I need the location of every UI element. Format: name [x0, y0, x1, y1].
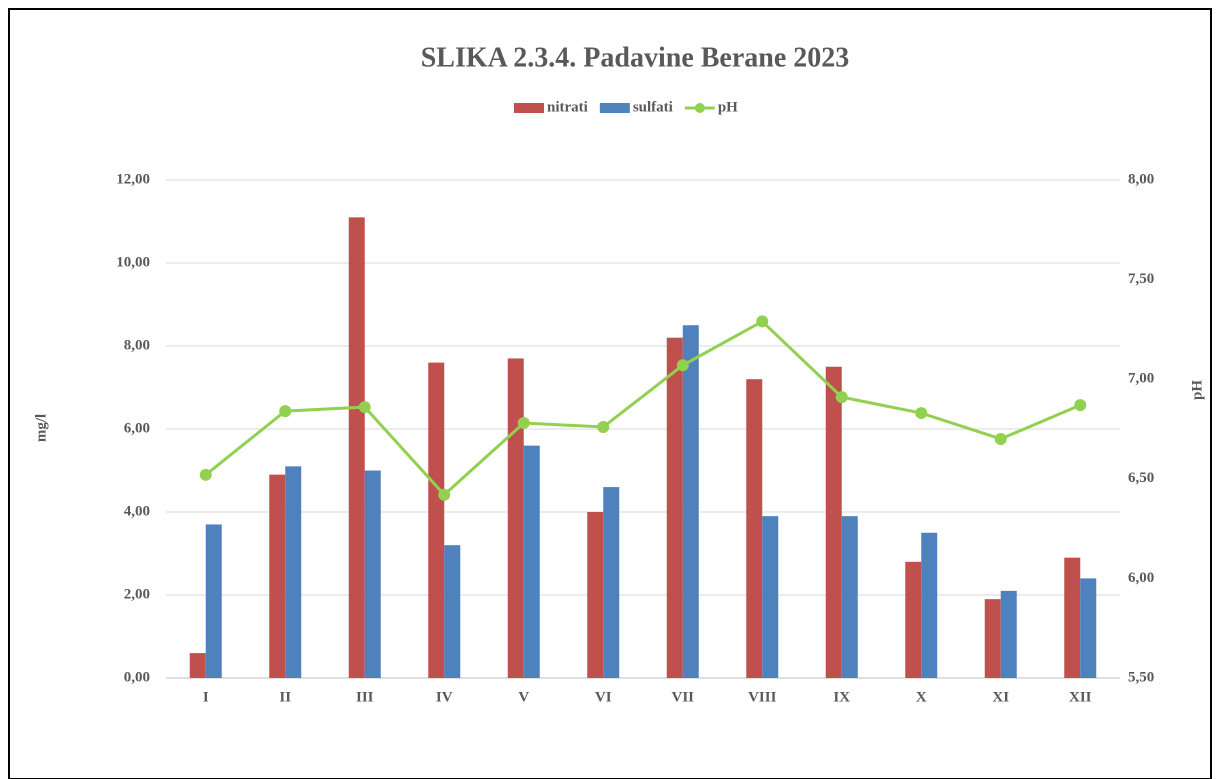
- x-tick-label: I: [203, 689, 209, 705]
- x-tick-label: VII: [671, 689, 694, 705]
- y-tick-label: 2,00: [124, 586, 150, 602]
- line-point: [438, 488, 451, 501]
- y2-tick-label: 7,50: [1128, 271, 1154, 287]
- bar: [1000, 590, 1017, 678]
- y-tick-label: 8,00: [124, 337, 150, 353]
- y2-tick-label: 7,00: [1128, 371, 1154, 387]
- line-point: [676, 359, 689, 372]
- x-tick-label: III: [356, 689, 374, 705]
- y2-tick-label: 6,50: [1128, 470, 1154, 486]
- line-point: [915, 407, 928, 420]
- bar: [603, 487, 620, 678]
- x-tick-label: V: [518, 689, 529, 705]
- y-tick-label: 12,00: [116, 171, 150, 187]
- x-tick-label: II: [279, 689, 291, 705]
- legend-swatch: [694, 103, 705, 113]
- bar: [205, 524, 222, 678]
- bar: [523, 445, 540, 678]
- line: [204, 319, 1081, 497]
- line-point: [994, 432, 1007, 445]
- bar: [666, 337, 683, 678]
- x-tick-label: VIII: [748, 689, 777, 705]
- y-tick-label: 0,00: [124, 669, 150, 685]
- bar: [1080, 578, 1097, 678]
- x-tick-label: XII: [1069, 689, 1092, 705]
- legend-swatch: [599, 103, 630, 113]
- line-point: [517, 417, 530, 430]
- bar: [364, 470, 381, 678]
- legend-label: sulfati: [633, 99, 673, 115]
- bar: [984, 599, 1001, 678]
- bar: [762, 516, 779, 678]
- line-point: [597, 421, 610, 434]
- bar: [587, 512, 604, 678]
- line-point: [1074, 399, 1087, 412]
- bar: [348, 217, 365, 678]
- bar: [746, 379, 763, 678]
- bar: [825, 366, 842, 678]
- legend-label: pH: [718, 99, 738, 115]
- line-point: [756, 315, 769, 328]
- y2-tick-label: 8,00: [1128, 171, 1154, 187]
- line-point: [279, 405, 292, 418]
- line-point: [358, 401, 371, 414]
- y-tick-label: 4,00: [124, 503, 150, 519]
- bar: [1064, 557, 1081, 678]
- x-tick-label: VI: [595, 689, 612, 705]
- bar: [189, 653, 206, 678]
- chart-title: SLIKA 2.3.4. Padavine Berane 2023: [421, 42, 850, 73]
- y-tick-label: 10,00: [116, 254, 150, 270]
- y-axis-label: mg/l: [33, 414, 49, 442]
- y2-tick-label: 6,00: [1128, 570, 1154, 586]
- x-tick-label: IV: [436, 689, 453, 705]
- bar: [269, 474, 286, 678]
- legend-swatch: [514, 103, 544, 113]
- bar: [428, 362, 445, 678]
- x-tick-label: X: [916, 689, 927, 705]
- bar: [841, 516, 858, 678]
- bar: [444, 545, 461, 678]
- line-point: [199, 468, 212, 481]
- y2-axis-label: pH: [1189, 380, 1205, 400]
- bar: [285, 466, 302, 678]
- x-tick-label: IX: [833, 689, 850, 705]
- y-tick-label: 6,00: [124, 420, 150, 436]
- x-tick-label: XI: [992, 689, 1009, 705]
- bar: [905, 561, 922, 678]
- bar: [507, 358, 524, 678]
- bar: [682, 325, 699, 678]
- line-point: [835, 391, 848, 404]
- legend-label: nitrati: [547, 99, 588, 115]
- y2-tick-label: 5,50: [1128, 669, 1154, 685]
- bar: [921, 532, 938, 678]
